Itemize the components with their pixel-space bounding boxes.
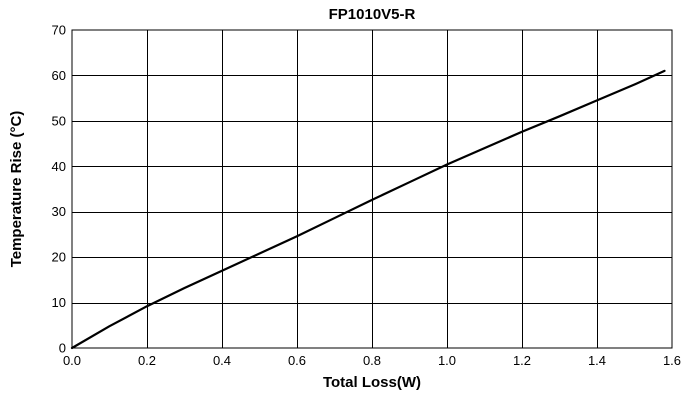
plot-frame	[71, 29, 673, 349]
x-tick-label: 1.4	[588, 353, 606, 368]
y-tick-label: 0	[59, 341, 66, 356]
x-tick-label: 0.8	[363, 353, 381, 368]
x-axis-label: Total Loss(W)	[323, 374, 421, 391]
grid-lines	[72, 30, 672, 348]
chart-title: FP1010V5-R	[329, 6, 416, 23]
y-tick-label: 70	[52, 23, 66, 38]
y-tick-label: 10	[52, 295, 66, 310]
x-tick-label: 1.0	[438, 353, 456, 368]
y-tick-label: 50	[52, 113, 66, 128]
y-axis-label: Temperature Rise (°C)	[8, 111, 25, 268]
x-tick-label: 0.0	[63, 353, 81, 368]
series-line	[70, 69, 666, 350]
y-tick-label: 40	[52, 159, 66, 174]
x-tick-label: 0.6	[288, 353, 306, 368]
series-layer	[70, 69, 666, 350]
y-axis-ticks: 0 10 20 30 40 50 60 70	[52, 23, 66, 356]
y-tick-label: 30	[52, 204, 66, 219]
x-tick-label: 1.2	[513, 353, 531, 368]
x-tick-label: 1.6	[663, 353, 681, 368]
y-tick-label: 60	[52, 68, 66, 83]
x-tick-label: 0.4	[213, 353, 231, 368]
x-axis-ticks: 0.0 0.2 0.4 0.6 0.8 1.0 1.2 1.4 1.6	[63, 353, 681, 368]
x-tick-label: 0.2	[138, 353, 156, 368]
y-tick-label: 20	[52, 250, 66, 265]
